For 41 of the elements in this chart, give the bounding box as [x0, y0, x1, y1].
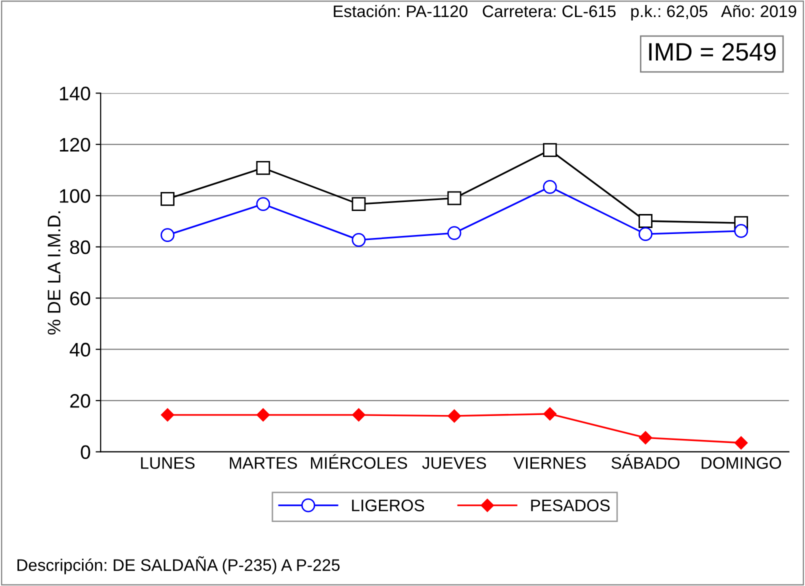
- x-tick-label: MARTES: [230, 457, 297, 469]
- x-tick-label: JUEVES: [422, 457, 486, 469]
- point: [638, 214, 652, 228]
- y-tick-label: 80: [70, 240, 90, 254]
- y-tick-label: 100: [60, 189, 90, 203]
- x-tick-label: SÁBADO: [612, 454, 680, 469]
- point: [256, 408, 270, 422]
- y-tick-label: 0: [80, 445, 90, 460]
- point: [256, 197, 270, 212]
- point: [447, 226, 462, 240]
- point: [352, 408, 366, 422]
- point: [160, 192, 174, 206]
- x-tick-label: DOMINGO: [702, 457, 782, 469]
- legend-label: LIGEROS: [352, 500, 424, 512]
- point: [734, 224, 748, 238]
- x-tick-label: MIÉRCOLES: [311, 454, 408, 469]
- text: IMD = 2549: [649, 42, 776, 61]
- x-tick-label: LUNES: [141, 457, 195, 469]
- y-tick-label: 60: [70, 292, 90, 306]
- point: [542, 143, 557, 157]
- point: [734, 436, 748, 450]
- point: [160, 408, 174, 422]
- text: Estación: PA-1120 Carretera: CL-615 p.k.: 62,05 Año: 2019: [334, 4, 796, 21]
- y-tick-label: 140: [60, 86, 90, 100]
- legend-label: PESADOS: [531, 500, 610, 512]
- x-tick-label: VIERNES: [513, 457, 586, 469]
- y-axis-title: % DE LA I.M.D.: [48, 211, 60, 335]
- point: [447, 191, 462, 206]
- y-tick-label: 40: [70, 342, 90, 357]
- point: [160, 228, 174, 242]
- point: [543, 407, 557, 420]
- y-tick-label: 20: [70, 394, 90, 408]
- point: [256, 161, 270, 175]
- y-tick-label: 120: [60, 138, 90, 152]
- point: [638, 227, 652, 242]
- point: [352, 233, 366, 247]
- point: [352, 197, 366, 212]
- text: Descripción: DE SALDAÑA (P-235) A P-225: [17, 556, 340, 574]
- point: [448, 409, 461, 423]
- point: [638, 431, 652, 444]
- point: [542, 180, 557, 194]
